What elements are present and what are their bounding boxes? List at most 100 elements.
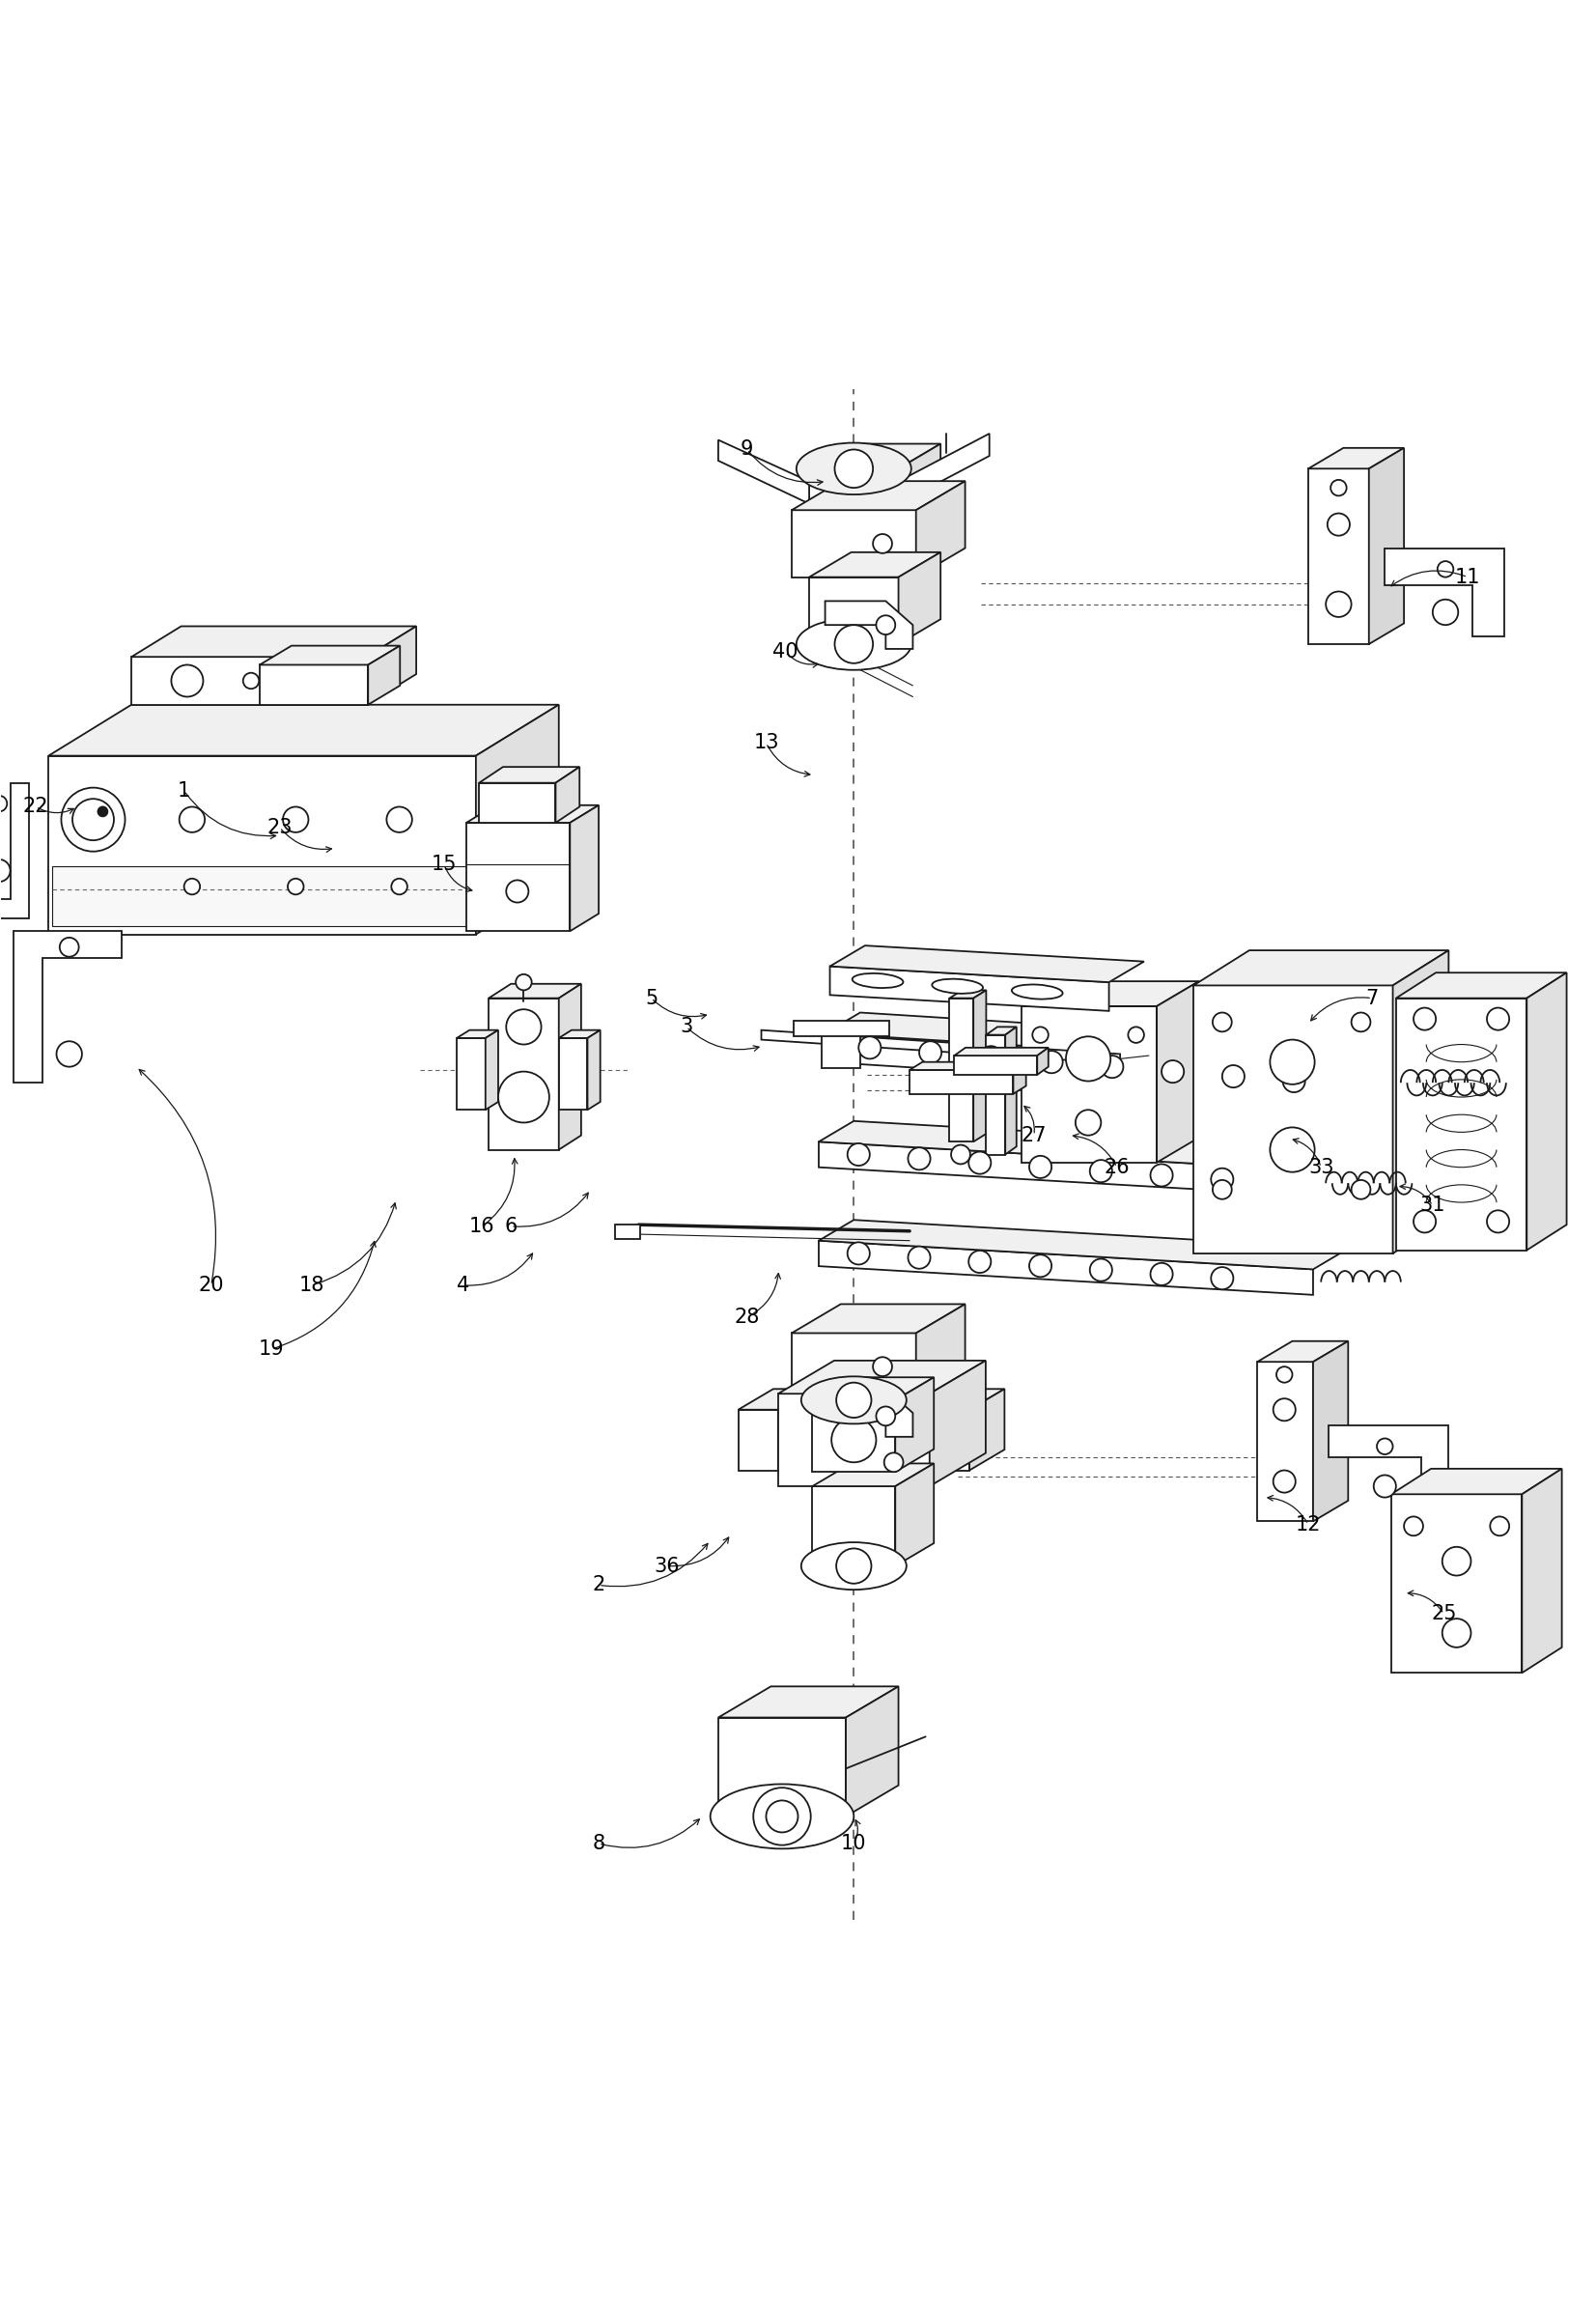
Polygon shape xyxy=(929,1360,986,1487)
Polygon shape xyxy=(587,1030,600,1111)
Polygon shape xyxy=(779,1390,812,1471)
Circle shape xyxy=(835,450,873,487)
Polygon shape xyxy=(910,1062,1026,1069)
Polygon shape xyxy=(488,984,581,997)
Circle shape xyxy=(1101,1055,1124,1078)
Polygon shape xyxy=(1157,981,1199,1161)
Text: 12: 12 xyxy=(1296,1515,1321,1533)
Polygon shape xyxy=(779,1360,986,1395)
Polygon shape xyxy=(739,1411,779,1471)
Polygon shape xyxy=(969,1390,1004,1471)
Circle shape xyxy=(1283,1069,1306,1092)
Polygon shape xyxy=(1021,981,1199,1007)
Circle shape xyxy=(1487,1210,1510,1233)
Text: 2: 2 xyxy=(592,1575,605,1596)
Text: 4: 4 xyxy=(456,1275,469,1295)
Ellipse shape xyxy=(710,1785,854,1850)
Circle shape xyxy=(969,1251,991,1272)
Polygon shape xyxy=(1369,448,1404,644)
Circle shape xyxy=(1487,1007,1510,1030)
Circle shape xyxy=(908,1148,930,1171)
Polygon shape xyxy=(1393,951,1449,1254)
Polygon shape xyxy=(1194,951,1449,986)
Circle shape xyxy=(876,617,895,635)
Circle shape xyxy=(0,859,10,882)
Polygon shape xyxy=(822,1028,860,1069)
Circle shape xyxy=(1066,1037,1111,1081)
Circle shape xyxy=(56,1041,81,1067)
Polygon shape xyxy=(825,1390,913,1436)
Circle shape xyxy=(1270,1039,1315,1085)
Circle shape xyxy=(1443,1547,1472,1575)
Polygon shape xyxy=(1013,1062,1026,1094)
Circle shape xyxy=(1414,1007,1436,1030)
Polygon shape xyxy=(48,755,476,935)
Circle shape xyxy=(1491,1517,1510,1535)
Circle shape xyxy=(386,806,412,831)
Polygon shape xyxy=(614,1224,640,1240)
Polygon shape xyxy=(846,1686,899,1817)
Polygon shape xyxy=(1194,986,1393,1254)
Polygon shape xyxy=(895,1376,934,1471)
Polygon shape xyxy=(812,1376,934,1399)
Polygon shape xyxy=(131,656,367,704)
Circle shape xyxy=(1274,1471,1296,1492)
Polygon shape xyxy=(1258,1342,1349,1362)
Circle shape xyxy=(1090,1159,1112,1182)
Circle shape xyxy=(969,1152,991,1173)
Polygon shape xyxy=(899,434,990,503)
Polygon shape xyxy=(809,443,940,469)
Polygon shape xyxy=(1037,1048,1049,1074)
Text: 3: 3 xyxy=(680,1018,693,1037)
Circle shape xyxy=(1076,1111,1101,1136)
Circle shape xyxy=(836,1383,871,1418)
Polygon shape xyxy=(131,626,417,656)
Text: 11: 11 xyxy=(1456,568,1481,586)
Polygon shape xyxy=(1309,469,1369,644)
Polygon shape xyxy=(916,1305,966,1399)
Polygon shape xyxy=(792,480,966,510)
Circle shape xyxy=(1433,600,1459,626)
Polygon shape xyxy=(367,626,417,704)
Polygon shape xyxy=(1309,448,1404,469)
Circle shape xyxy=(919,1041,942,1064)
Polygon shape xyxy=(954,1055,1037,1074)
Polygon shape xyxy=(899,443,940,545)
Polygon shape xyxy=(0,783,29,919)
Polygon shape xyxy=(488,997,559,1150)
Polygon shape xyxy=(1392,1469,1562,1494)
Text: 10: 10 xyxy=(841,1833,867,1854)
Text: 8: 8 xyxy=(592,1833,605,1854)
Polygon shape xyxy=(1527,972,1567,1249)
Polygon shape xyxy=(819,1240,1314,1295)
Polygon shape xyxy=(825,1014,1419,1069)
Circle shape xyxy=(847,1242,870,1265)
Polygon shape xyxy=(555,767,579,822)
Circle shape xyxy=(1377,1439,1393,1455)
Text: 5: 5 xyxy=(645,988,658,1007)
Circle shape xyxy=(1090,1258,1112,1281)
Circle shape xyxy=(282,806,308,831)
Polygon shape xyxy=(1523,1469,1562,1672)
Circle shape xyxy=(1438,561,1454,577)
Polygon shape xyxy=(986,1034,1005,1154)
Circle shape xyxy=(72,799,113,840)
Polygon shape xyxy=(779,1395,929,1487)
Polygon shape xyxy=(1396,997,1527,1249)
Polygon shape xyxy=(1385,550,1505,637)
Text: 9: 9 xyxy=(741,441,753,459)
Circle shape xyxy=(1029,1254,1052,1277)
Polygon shape xyxy=(718,441,809,503)
Text: 33: 33 xyxy=(1309,1157,1334,1178)
Polygon shape xyxy=(476,704,559,935)
Polygon shape xyxy=(369,647,401,704)
Circle shape xyxy=(1029,1157,1052,1178)
Circle shape xyxy=(59,937,78,956)
Circle shape xyxy=(1211,1268,1234,1288)
Text: 6: 6 xyxy=(504,1217,517,1235)
Circle shape xyxy=(836,1549,871,1584)
Polygon shape xyxy=(13,931,121,1083)
Polygon shape xyxy=(916,480,966,577)
Ellipse shape xyxy=(1012,984,1063,1000)
Ellipse shape xyxy=(852,974,903,988)
